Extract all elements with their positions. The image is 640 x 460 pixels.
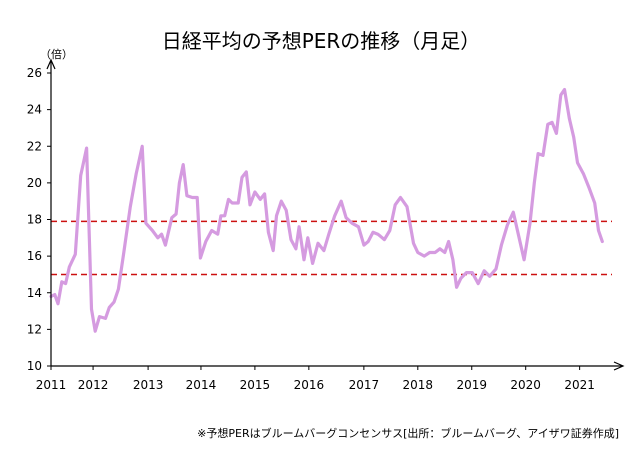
x-tick-label: 2011 (36, 378, 67, 392)
x-tick-label: 2014 (186, 378, 217, 392)
y-axis-unit-label: （倍） (40, 47, 73, 61)
x-tick-label: 2020 (510, 378, 541, 392)
y-tick-label: 10 (27, 359, 42, 373)
y-tick-label: 24 (27, 103, 42, 117)
y-tick-label: 14 (27, 286, 42, 300)
y-tick-label: 18 (27, 213, 42, 227)
x-tick-labels: 2011 2012 2013 2014 2015 2016 2017 2018 2019 2020… (36, 366, 595, 392)
x-tick-label: 2013 (133, 378, 164, 392)
y-tick-label: 12 (27, 322, 42, 336)
series-group (49, 87, 604, 333)
y-tick-label: 16 (27, 249, 42, 263)
y-axis-arrow-icon (46, 58, 56, 70)
y-tick-label: 20 (27, 176, 42, 190)
y-tick-labels: 10 12 14 16 18 20 22 24 26 (27, 66, 51, 373)
x-axis-arrow-icon (613, 361, 625, 371)
x-tick-label: 2017 (349, 378, 380, 392)
x-tick-label: 2016 (294, 378, 325, 392)
chart-title: 日経平均の予想PERの推移（月足） (162, 29, 481, 53)
axes (46, 58, 625, 371)
x-tick-label: 2015 (240, 378, 271, 392)
x-tick-label: 2012 (78, 378, 109, 392)
y-tick-label: 22 (27, 139, 42, 153)
per-series-line (49, 87, 604, 333)
y-tick-label: 26 (27, 66, 42, 80)
x-tick-label: 2018 (403, 378, 434, 392)
x-tick-label: 2021 (564, 378, 595, 392)
source-footnote: ※予想PERはブルームバーグコンセンサス[出所：ブルームバーグ、アイザワ証券作成… (197, 426, 619, 440)
x-tick-label: 2019 (456, 378, 487, 392)
